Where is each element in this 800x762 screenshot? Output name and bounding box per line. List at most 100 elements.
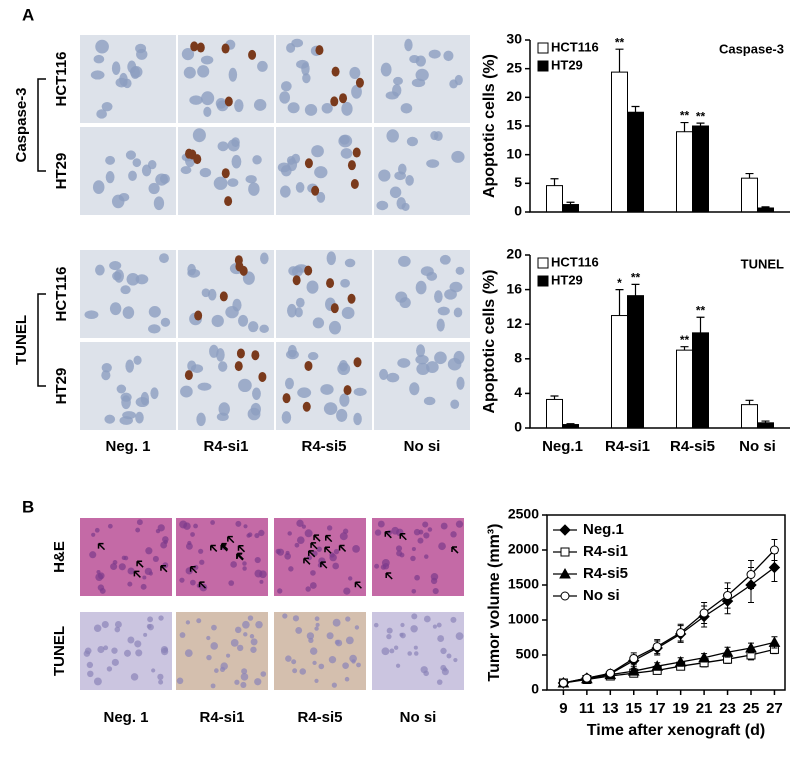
significance: ** xyxy=(615,35,625,49)
nucleus xyxy=(127,636,135,644)
group-label: Caspase-3 xyxy=(13,87,30,162)
nucleus xyxy=(414,574,420,581)
cell xyxy=(159,253,169,264)
arrow xyxy=(385,572,393,580)
nucleus xyxy=(400,632,406,639)
nucleus xyxy=(135,649,143,657)
cell xyxy=(201,288,211,298)
nucleus xyxy=(395,663,401,668)
nucleus xyxy=(123,649,132,657)
stained-cell xyxy=(184,370,193,381)
y-tick-label: 20 xyxy=(506,88,522,104)
y-axis-label: Apoptotic cells (%) xyxy=(481,54,498,198)
nucleus xyxy=(328,656,337,664)
cell xyxy=(338,359,348,372)
column-label: Neg. 1 xyxy=(103,709,148,726)
marker xyxy=(769,545,779,555)
nucleus xyxy=(399,552,405,558)
error-bar xyxy=(761,420,770,423)
cell xyxy=(280,185,291,198)
nucleus xyxy=(304,529,313,538)
cell xyxy=(253,99,267,111)
bar xyxy=(741,177,758,213)
cell xyxy=(217,141,229,152)
nucleus xyxy=(206,654,212,661)
cell xyxy=(436,318,445,332)
nucleus xyxy=(277,588,283,594)
marker xyxy=(698,651,710,663)
nucleus xyxy=(250,638,258,646)
panel-label: B xyxy=(22,497,34,516)
nucleus xyxy=(331,682,337,688)
nucleus xyxy=(147,623,154,631)
stained-cell xyxy=(234,255,243,266)
nucleus xyxy=(190,579,196,586)
marker xyxy=(768,636,781,647)
significance: ** xyxy=(680,333,690,347)
marker xyxy=(627,665,640,676)
x-tick-label: 11 xyxy=(579,700,595,717)
marker xyxy=(629,654,639,663)
nucleus xyxy=(94,527,100,533)
nucleus xyxy=(309,582,317,589)
cell xyxy=(320,384,334,395)
nucleus xyxy=(294,542,300,548)
marker xyxy=(699,608,709,618)
stained-cell xyxy=(282,393,291,404)
stained-cell xyxy=(224,96,233,107)
x-tick-label: 23 xyxy=(719,700,736,717)
cell xyxy=(340,148,353,159)
cell xyxy=(148,182,160,195)
nucleus xyxy=(417,537,424,544)
cell xyxy=(393,76,403,86)
marker xyxy=(746,570,756,579)
cell xyxy=(101,101,113,112)
nucleus xyxy=(332,562,340,570)
cell xyxy=(400,103,413,114)
cell xyxy=(128,170,137,182)
y-axis-label: Apoptotic cells (%) xyxy=(481,269,498,413)
stained-cell xyxy=(353,357,362,368)
cell xyxy=(386,372,400,383)
nucleus xyxy=(349,654,357,663)
legend-marker xyxy=(560,591,570,601)
cell xyxy=(260,252,269,265)
cell xyxy=(211,314,224,328)
y-tick-label: 10 xyxy=(506,145,522,161)
nucleus xyxy=(87,670,94,678)
x-tick-label: 17 xyxy=(649,700,666,717)
nucleus xyxy=(312,660,317,666)
cell xyxy=(349,66,361,80)
nucleus xyxy=(275,548,281,554)
line xyxy=(563,648,775,684)
bar xyxy=(676,349,693,429)
marker xyxy=(582,673,592,683)
nucleus xyxy=(374,529,382,536)
bar xyxy=(546,185,563,213)
stained-cell xyxy=(311,185,320,196)
arrow xyxy=(451,546,459,554)
cell xyxy=(439,254,451,265)
bar xyxy=(741,404,758,429)
y-tick-label: 1500 xyxy=(508,576,539,592)
nucleus xyxy=(291,659,297,665)
nucleus xyxy=(143,632,148,637)
nucleus xyxy=(309,647,318,655)
stained-cell xyxy=(304,265,313,276)
cell xyxy=(281,81,292,92)
nucleus xyxy=(259,570,267,579)
x-tick-label: R4-si5 xyxy=(670,438,715,455)
cell xyxy=(443,50,454,62)
cell xyxy=(380,62,392,77)
nucleus xyxy=(315,622,320,627)
nucleus xyxy=(306,632,315,640)
nucleus xyxy=(242,561,247,566)
cell xyxy=(286,43,296,53)
nucleus xyxy=(199,559,205,565)
stained-cell xyxy=(347,160,356,171)
arrow xyxy=(320,561,328,569)
bracket xyxy=(37,293,46,387)
cell xyxy=(280,165,292,177)
cell xyxy=(398,163,407,175)
